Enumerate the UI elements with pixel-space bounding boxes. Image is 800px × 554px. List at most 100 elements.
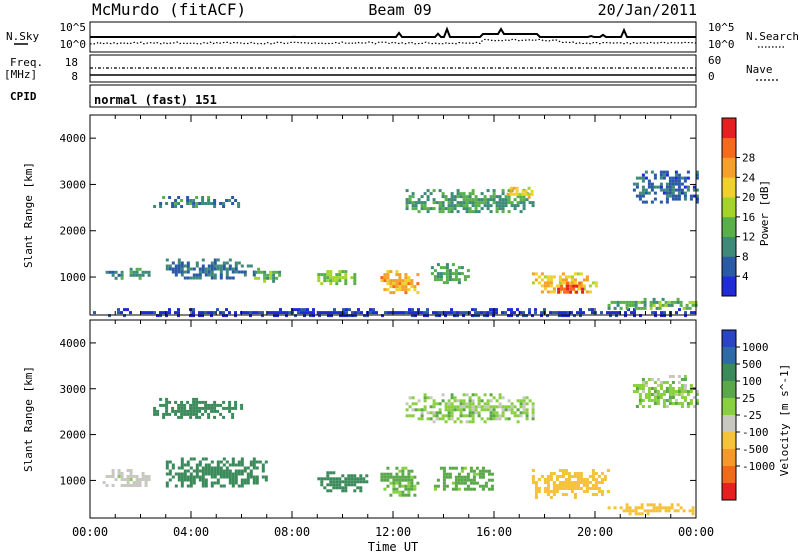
velocity-cell <box>183 475 187 479</box>
velocity-cell <box>168 469 172 473</box>
power-cell <box>454 275 458 279</box>
velocity-cell <box>426 411 430 415</box>
power-cell <box>432 311 435 315</box>
velocity-cell <box>383 475 387 479</box>
velocity-cell <box>472 475 476 479</box>
power-cell <box>641 185 645 189</box>
velocity-cell <box>183 406 187 410</box>
power-cell <box>585 275 589 279</box>
power-cell <box>252 311 255 315</box>
colorbar-swatch <box>722 483 736 501</box>
velocity-cell <box>111 484 115 487</box>
power-cell <box>429 207 433 211</box>
power-cell <box>228 276 232 280</box>
power-cell <box>509 186 513 190</box>
velocity-cell <box>171 406 175 410</box>
velocity-cell <box>489 411 493 415</box>
velocity-cell <box>258 460 262 464</box>
power-cell <box>566 287 570 291</box>
power-cell <box>471 198 475 202</box>
power-cell <box>668 185 672 189</box>
power-cell <box>483 314 486 318</box>
velocity-cell <box>210 469 214 473</box>
power-cell <box>495 311 498 315</box>
velocity-cell <box>475 481 479 485</box>
power-cell <box>456 204 460 208</box>
velocity-cell <box>201 457 205 461</box>
power-cell <box>228 267 232 271</box>
velocity-cell <box>459 414 463 418</box>
power-cell <box>609 311 612 315</box>
power-cell <box>651 311 654 315</box>
power-cell <box>665 200 669 204</box>
velocity-cell <box>489 408 493 412</box>
power-cell <box>306 311 309 315</box>
velocity-cell <box>407 490 411 494</box>
velocity-cell <box>132 481 136 484</box>
velocity-cell <box>656 384 660 387</box>
power-cell <box>216 267 220 271</box>
velocity-cell <box>189 475 193 479</box>
power-cell <box>144 270 148 274</box>
power-cell <box>471 189 475 193</box>
velocity-cell <box>570 475 574 478</box>
power-cell <box>441 210 445 214</box>
power-cell <box>417 210 421 214</box>
velocity-cell <box>671 375 675 378</box>
power-cell <box>460 266 464 270</box>
velocity-cell <box>234 400 238 404</box>
velocity-cell <box>180 403 184 407</box>
power-cell <box>129 270 133 274</box>
velocity-cell <box>225 472 229 476</box>
power-cell <box>237 270 241 274</box>
power-cell <box>228 311 231 315</box>
power-cell <box>460 272 464 276</box>
power-cell <box>195 261 199 265</box>
power-cell <box>192 205 196 208</box>
power-cell <box>405 198 409 202</box>
velocity-cell <box>676 503 680 507</box>
velocity-cell <box>641 399 645 402</box>
power-cell <box>294 308 297 312</box>
velocity-cell <box>507 399 511 403</box>
power-cell <box>410 285 414 289</box>
velocity-cell <box>144 475 148 478</box>
velocity-cell <box>386 478 390 482</box>
power-cell <box>436 275 440 279</box>
velocity-cell <box>481 475 485 479</box>
power-cell <box>404 279 408 283</box>
power-cell <box>643 306 647 310</box>
velocity-cell <box>228 409 232 413</box>
power-cell <box>474 207 478 211</box>
velocity-cell <box>490 487 494 491</box>
velocity-cell <box>471 411 475 415</box>
power-cell <box>557 290 561 294</box>
power-cell <box>509 192 513 196</box>
velocity-cell <box>231 457 235 461</box>
power-cell <box>560 284 564 288</box>
power-cell <box>486 198 490 202</box>
power-cell <box>671 179 675 183</box>
velocity-cell <box>531 405 535 409</box>
velocity-cell <box>466 472 470 476</box>
velocity-cell <box>228 403 232 407</box>
velocity-cell <box>579 487 583 490</box>
power-cell <box>534 272 538 276</box>
velocity-cell <box>490 472 494 476</box>
power-cell <box>451 278 455 282</box>
power-cell <box>210 267 214 271</box>
power-cell <box>540 314 543 318</box>
velocity-cell <box>410 487 414 491</box>
velocity-cell <box>656 399 660 402</box>
power-cell <box>579 314 582 318</box>
power-cell <box>641 188 645 192</box>
power-cell <box>254 276 258 280</box>
velocity-cell <box>228 478 232 482</box>
velocity-cell <box>680 390 684 393</box>
power-cell <box>282 311 285 315</box>
power-cell <box>525 198 529 202</box>
power-cell <box>165 202 169 205</box>
power-cell <box>489 198 493 202</box>
power-cell <box>432 189 436 193</box>
